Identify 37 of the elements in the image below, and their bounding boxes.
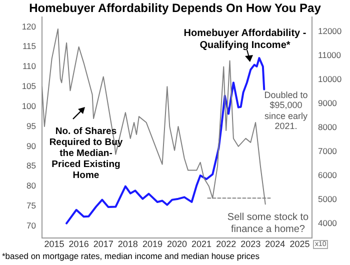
x-tick-label: 2018: [118, 238, 138, 249]
y2-tick-label: 10000: [318, 74, 342, 84]
y2-tick-label: 9000: [318, 98, 338, 108]
x-tick-label: 2017: [93, 238, 114, 249]
y-tick-label: 110: [22, 61, 36, 72]
x-tick-label: 2025: [290, 238, 310, 249]
y2-tick-label: 5000: [318, 194, 338, 204]
y-tick-label: 70: [26, 220, 36, 230]
y2-tick-label: 6000: [318, 170, 338, 180]
y-tick-label: 120: [22, 21, 36, 32]
y-tick-label: 100: [22, 100, 36, 111]
y-tick-label: 85: [26, 160, 36, 171]
x-tick-label: 2021: [192, 238, 212, 249]
x-tick-label: 2015: [44, 238, 64, 249]
chart-title: Homebuyer Affordability Depends On How You Pay: [28, 1, 322, 15]
series-label: No. of Shares Required to Buy the Median- Priced Existing Home: [48, 126, 124, 182]
x-tick-label: 2023: [240, 238, 261, 249]
text: Homebuyer Affordability - Qualifying Income*: [184, 28, 306, 50]
y2-tick-label: 12000: [318, 26, 342, 36]
y2-tick-label: 8000: [318, 122, 338, 132]
x-tick-label: 2016: [68, 238, 89, 249]
y-tick-label: 80: [26, 180, 36, 191]
y-tick-label: 90: [26, 140, 36, 151]
y2-tick-label: 7000: [318, 146, 338, 156]
x-tick-label: 2024: [265, 238, 286, 249]
y-tick-label: 105: [22, 81, 36, 92]
text: *based on mortgage rates, median income and median house prices: [2, 251, 261, 262]
x-tick-label: 2020: [166, 238, 188, 249]
y2-tick-label: 4000: [318, 218, 338, 228]
x-tick-label: 2019: [142, 238, 162, 249]
annotation: Doubled to $95,000 since early 2021.: [263, 90, 309, 132]
y-tick-label: 115: [22, 41, 36, 52]
y-tick-label: 95: [26, 120, 36, 131]
y2-tick-label: 11000: [318, 50, 342, 60]
annotation: Sell some stock to finance a home?: [226, 212, 310, 235]
x-tick-label: 2022: [216, 238, 236, 249]
y-tick-label: 75: [26, 200, 36, 210]
